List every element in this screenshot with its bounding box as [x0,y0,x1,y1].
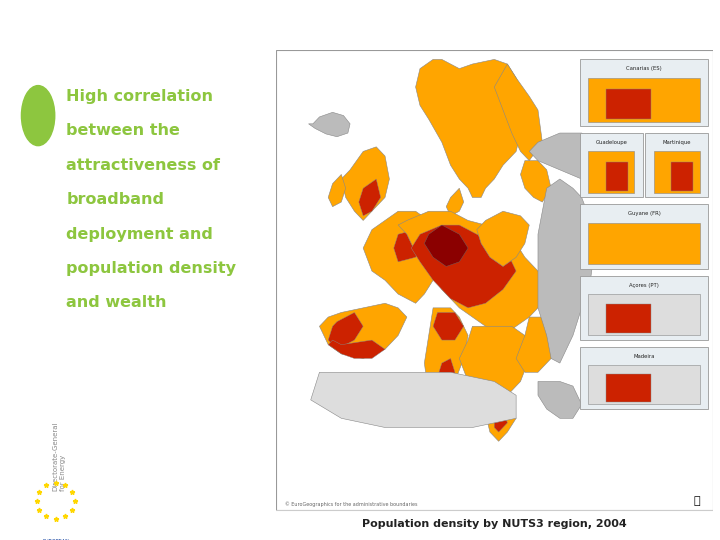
Polygon shape [398,211,546,335]
Polygon shape [320,303,407,359]
Polygon shape [477,211,529,266]
Text: Açores (PT): Açores (PT) [629,282,659,288]
Text: between the: between the [66,123,180,138]
FancyBboxPatch shape [580,59,708,126]
Text: 🐟: 🐟 [693,496,700,505]
Circle shape [22,85,55,146]
Text: Guyane (FR): Guyane (FR) [628,211,660,216]
FancyBboxPatch shape [606,161,628,191]
Polygon shape [485,400,516,441]
Polygon shape [529,133,603,179]
FancyBboxPatch shape [588,294,700,335]
Text: deployment and: deployment and [66,227,213,241]
FancyBboxPatch shape [606,304,651,333]
FancyBboxPatch shape [588,222,700,264]
Polygon shape [328,174,346,207]
FancyBboxPatch shape [606,374,651,402]
Text: Population density by NUTS3 region, 2004: Population density by NUTS3 region, 2004 [362,518,626,529]
FancyBboxPatch shape [645,133,708,198]
Polygon shape [394,230,424,262]
Polygon shape [494,64,542,160]
Polygon shape [411,225,516,308]
Polygon shape [328,340,385,359]
Polygon shape [359,179,381,216]
Text: High correlation: High correlation [66,89,213,104]
Text: Guadeloupe: Guadeloupe [595,140,627,145]
Polygon shape [311,372,516,428]
Polygon shape [516,317,560,372]
Text: Directorate-General
for Energy: Directorate-General for Energy [53,422,66,491]
Polygon shape [363,211,442,303]
Polygon shape [309,112,350,137]
FancyBboxPatch shape [606,89,651,119]
FancyBboxPatch shape [588,78,700,122]
FancyBboxPatch shape [588,151,634,193]
Text: Areas for broadband deployment: Areas for broadband deployment [139,13,581,37]
Polygon shape [341,147,390,220]
FancyBboxPatch shape [654,151,700,193]
Text: © EuroGeographics for the administrative boundaries: © EuroGeographics for the administrative… [284,501,417,507]
Text: EUROPEAN
COMMISSION: EUROPEAN COMMISSION [40,539,72,540]
Polygon shape [538,381,582,418]
FancyBboxPatch shape [671,161,693,191]
Polygon shape [521,160,551,202]
Text: Martinique: Martinique [662,140,691,145]
FancyBboxPatch shape [588,366,700,404]
Text: population density: population density [66,261,236,276]
Polygon shape [433,313,464,340]
Text: and wealth: and wealth [66,295,167,310]
Polygon shape [459,326,529,409]
FancyBboxPatch shape [580,133,643,198]
Text: Madeira: Madeira [634,354,654,359]
Polygon shape [538,179,595,363]
Text: attractiveness of: attractiveness of [66,158,220,173]
Text: Canarias (ES): Canarias (ES) [626,66,662,71]
FancyBboxPatch shape [580,275,708,340]
FancyBboxPatch shape [580,204,708,269]
Polygon shape [415,59,529,198]
Polygon shape [424,225,468,266]
Text: broadband: broadband [66,192,164,207]
FancyBboxPatch shape [580,347,708,409]
Polygon shape [494,409,508,432]
Polygon shape [438,359,455,390]
Polygon shape [328,313,363,349]
Polygon shape [424,308,468,409]
Polygon shape [446,188,464,216]
